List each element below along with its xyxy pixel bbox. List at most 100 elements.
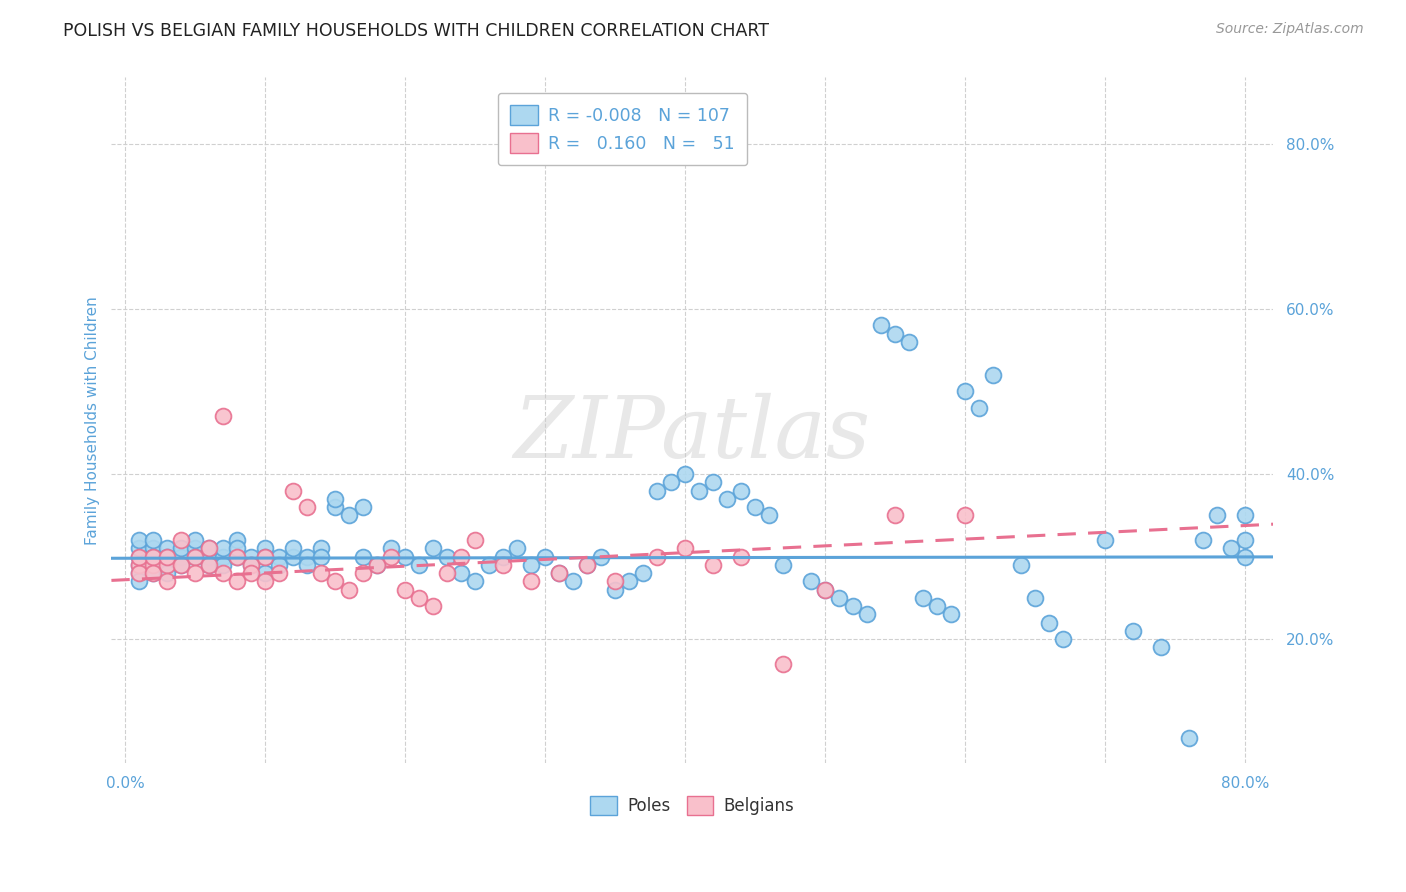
- Point: [226, 533, 249, 547]
- Point: [352, 549, 374, 564]
- Point: [254, 566, 277, 581]
- Point: [156, 549, 179, 564]
- Text: Source: ZipAtlas.com: Source: ZipAtlas.com: [1216, 22, 1364, 37]
- Point: [297, 500, 319, 514]
- Point: [198, 541, 221, 556]
- Point: [870, 318, 893, 333]
- Point: [605, 582, 627, 597]
- Point: [520, 574, 543, 589]
- Point: [212, 549, 235, 564]
- Point: [436, 549, 458, 564]
- Point: [297, 549, 319, 564]
- Point: [128, 533, 150, 547]
- Point: [688, 483, 710, 498]
- Point: [184, 549, 207, 564]
- Point: [408, 558, 430, 572]
- Point: [240, 566, 263, 581]
- Point: [170, 541, 193, 556]
- Point: [716, 491, 738, 506]
- Point: [744, 500, 766, 514]
- Point: [659, 475, 682, 490]
- Point: [184, 541, 207, 556]
- Point: [884, 326, 907, 341]
- Point: [212, 409, 235, 424]
- Point: [212, 566, 235, 581]
- Point: [128, 574, 150, 589]
- Y-axis label: Family Households with Children: Family Households with Children: [86, 296, 100, 545]
- Point: [269, 566, 291, 581]
- Point: [156, 574, 179, 589]
- Point: [142, 533, 165, 547]
- Point: [337, 508, 360, 523]
- Point: [927, 599, 949, 614]
- Point: [645, 549, 668, 564]
- Point: [366, 558, 388, 572]
- Point: [478, 558, 501, 572]
- Point: [254, 541, 277, 556]
- Point: [198, 558, 221, 572]
- Point: [619, 574, 641, 589]
- Point: [254, 549, 277, 564]
- Point: [856, 607, 879, 622]
- Point: [156, 541, 179, 556]
- Point: [128, 558, 150, 572]
- Point: [730, 549, 752, 564]
- Point: [380, 549, 402, 564]
- Point: [226, 549, 249, 564]
- Point: [297, 558, 319, 572]
- Point: [772, 657, 794, 671]
- Point: [828, 591, 851, 605]
- Point: [394, 549, 416, 564]
- Point: [269, 549, 291, 564]
- Point: [548, 566, 571, 581]
- Text: ZIPatlas: ZIPatlas: [513, 392, 870, 475]
- Point: [884, 508, 907, 523]
- Point: [366, 558, 388, 572]
- Point: [311, 541, 333, 556]
- Point: [422, 541, 444, 556]
- Point: [226, 574, 249, 589]
- Point: [337, 582, 360, 597]
- Point: [422, 599, 444, 614]
- Point: [520, 558, 543, 572]
- Point: [576, 558, 599, 572]
- Point: [673, 467, 696, 481]
- Point: [170, 558, 193, 572]
- Point: [240, 558, 263, 572]
- Point: [142, 549, 165, 564]
- Point: [1038, 615, 1060, 630]
- Point: [408, 591, 430, 605]
- Point: [814, 582, 837, 597]
- Point: [605, 574, 627, 589]
- Point: [156, 566, 179, 581]
- Point: [492, 558, 515, 572]
- Point: [240, 549, 263, 564]
- Point: [142, 558, 165, 572]
- Point: [325, 574, 347, 589]
- Point: [772, 558, 794, 572]
- Point: [548, 566, 571, 581]
- Point: [730, 483, 752, 498]
- Point: [492, 549, 515, 564]
- Point: [941, 607, 963, 622]
- Point: [128, 558, 150, 572]
- Point: [576, 558, 599, 572]
- Point: [702, 558, 724, 572]
- Point: [1234, 533, 1257, 547]
- Point: [184, 566, 207, 581]
- Point: [673, 541, 696, 556]
- Point: [283, 549, 305, 564]
- Point: [128, 566, 150, 581]
- Point: [184, 533, 207, 547]
- Point: [1192, 533, 1215, 547]
- Point: [142, 541, 165, 556]
- Point: [534, 549, 557, 564]
- Point: [394, 582, 416, 597]
- Point: [226, 541, 249, 556]
- Point: [128, 549, 150, 564]
- Point: [254, 549, 277, 564]
- Point: [842, 599, 865, 614]
- Point: [128, 541, 150, 556]
- Point: [198, 558, 221, 572]
- Point: [283, 483, 305, 498]
